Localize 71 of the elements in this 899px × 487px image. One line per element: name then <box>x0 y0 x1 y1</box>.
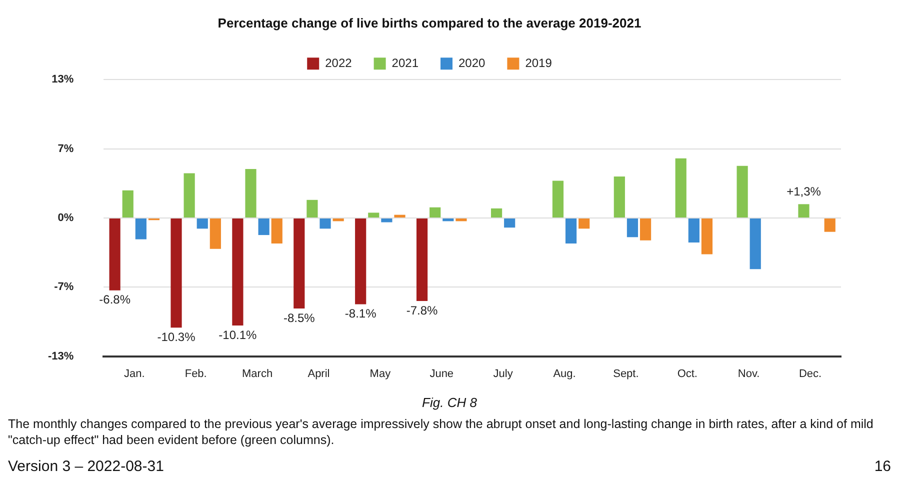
bar <box>394 214 406 218</box>
bar <box>578 218 590 229</box>
x-tick-label: May <box>370 368 392 380</box>
bar <box>416 218 428 302</box>
bar <box>430 207 441 218</box>
text: 16 <box>874 458 891 475</box>
text: Fig. CH 8 <box>421 395 478 410</box>
y-tick-label: 7% <box>58 142 74 155</box>
data-label: -8.5% <box>283 310 316 325</box>
x-tick-label: Nov. <box>738 368 760 380</box>
bar <box>232 218 244 326</box>
y-tick-label: 0% <box>58 212 74 224</box>
bar <box>332 218 344 222</box>
bar <box>170 218 182 328</box>
y-tick-label: -7% <box>54 281 74 294</box>
bar <box>442 218 454 222</box>
x-tick-label: March <box>242 368 273 380</box>
bar <box>504 218 516 228</box>
bar <box>675 158 686 218</box>
bar <box>184 173 195 218</box>
text: Version 3 – 2022-08-31 <box>8 458 164 475</box>
x-tick-label: Sept. <box>613 368 639 380</box>
bar <box>456 218 467 222</box>
bar <box>368 212 380 218</box>
text: The monthly changes compared to the previous year's average impressively show the abrupt onset and long-lasting change in birth rates, after a kind of mild "catch-up effect" had been evident before (green columns). <box>8 416 874 448</box>
bar <box>490 208 502 218</box>
bar <box>640 218 652 240</box>
bar <box>135 218 146 240</box>
bar <box>552 180 564 218</box>
bar <box>798 204 810 218</box>
bar <box>626 218 638 238</box>
x-tick-label: Oct. <box>677 368 698 380</box>
y-tick-label: -13% <box>48 350 74 362</box>
bar <box>109 218 120 290</box>
x-tick-label: July <box>493 368 514 380</box>
bar <box>614 176 625 218</box>
bar <box>565 218 577 244</box>
bar <box>355 218 366 304</box>
x-tick-label: June <box>430 368 454 380</box>
data-label: -6.8% <box>99 292 131 307</box>
data-label: -8.1% <box>344 306 377 321</box>
legend-label: 2021 <box>392 56 419 70</box>
legend-label: 2019 <box>525 56 552 70</box>
bar <box>750 218 761 270</box>
data-label: -10.1% <box>218 328 258 342</box>
legend-label: 2022 <box>325 56 352 70</box>
bar <box>701 218 713 254</box>
bar <box>306 200 318 218</box>
data-label: -7.8% <box>406 303 438 318</box>
x-tick-label: Dec. <box>798 368 822 380</box>
bar <box>245 169 256 218</box>
x-tick-label: Aug. <box>553 368 576 380</box>
bar <box>122 190 134 218</box>
x-tick-label: April <box>308 368 330 380</box>
y-tick-label: 13% <box>52 74 74 86</box>
x-tick-label: Jan. <box>124 368 145 380</box>
bar <box>736 166 748 218</box>
bar <box>688 218 700 242</box>
bar <box>320 218 331 229</box>
bar <box>258 218 270 236</box>
data-label: +1,3% <box>786 184 822 198</box>
legend-label: 2020 <box>458 56 486 70</box>
bar <box>294 218 305 308</box>
data-label: -10.3% <box>157 330 196 344</box>
bar <box>196 218 208 229</box>
bar <box>824 218 836 232</box>
bar <box>271 218 282 244</box>
x-tick-label: Feb. <box>184 368 207 380</box>
chart-title: Percentage change of live births compared to the average 2019-2021 <box>218 15 642 30</box>
bar <box>210 218 221 249</box>
bar <box>381 218 392 222</box>
